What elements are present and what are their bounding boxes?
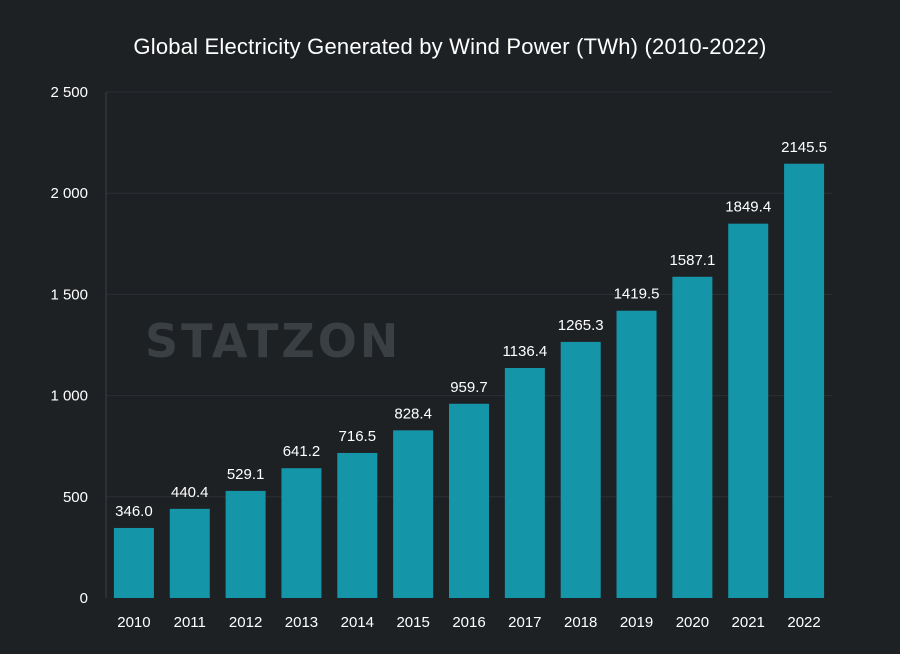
y-tick-label: 1 000: [50, 388, 88, 405]
bar-2015: [393, 430, 434, 598]
bar-2011: [169, 508, 210, 598]
x-tick-label: 2011: [174, 614, 206, 631]
bar-value-label: 1136.4: [502, 343, 547, 360]
statzon-watermark: STATZON: [145, 314, 401, 368]
bar-value-label: 641.2: [283, 443, 321, 460]
x-tick-label: 2012: [229, 614, 262, 631]
bar-value-label: 1419.5: [614, 286, 660, 303]
x-tick-label: 2021: [732, 614, 765, 631]
bar-2010: [113, 527, 154, 598]
bar-value-label: 959.7: [450, 379, 488, 396]
x-tick-label: 2014: [341, 614, 374, 631]
bar-2020: [672, 276, 713, 598]
bar-2012: [225, 490, 266, 598]
bar-2014: [337, 452, 378, 598]
y-tick-label: 2 000: [50, 185, 88, 202]
bar-2021: [728, 223, 769, 598]
x-axis: 2010 2011 2012 2013 2014 2015 2016 2017 2018 2019…: [117, 614, 821, 631]
y-tick-label: 2 500: [50, 84, 88, 101]
bar-2022: [784, 163, 825, 598]
bar-value-label: 529.1: [227, 466, 265, 483]
x-tick-label: 2020: [676, 614, 709, 631]
x-tick-label: 2015: [396, 614, 429, 631]
bar-value-label: 1265.3: [558, 317, 604, 334]
bar-2018: [560, 341, 601, 598]
bar-value-label: 1849.4: [725, 199, 771, 216]
bar-2016: [449, 403, 489, 598]
x-tick-label: 2016: [452, 614, 485, 631]
bar-2017: [504, 367, 545, 598]
bar-value-label: 440.4: [171, 484, 209, 501]
chart-title: Global Electricity Generated by Wind Pow…: [133, 34, 767, 59]
y-axis: 0 500 1 000 1 500 2 000 2 500: [50, 84, 107, 607]
bar-value-label: 1587.1: [669, 252, 715, 269]
y-tick-label: 1 500: [50, 286, 88, 303]
bar-value-label: 346.0: [115, 503, 153, 520]
y-tick-label: 500: [63, 489, 88, 506]
bar-value-label: 716.5: [339, 428, 377, 445]
bar-series: 346.0 440.4 529.1 641.2 716.5 828.4 959.7 1136.…: [113, 139, 827, 598]
bar-2013: [281, 468, 322, 598]
bar-value-label: 828.4: [394, 405, 432, 422]
x-tick-label: 2017: [508, 614, 541, 631]
x-tick-label: 2019: [620, 614, 653, 631]
x-tick-label: 2010: [117, 614, 150, 631]
x-tick-label: 2013: [285, 614, 318, 631]
x-tick-label: 2022: [787, 614, 820, 631]
bar-2019: [616, 310, 657, 598]
y-tick-label: 0: [80, 590, 88, 607]
x-tick-label: 2018: [564, 614, 597, 631]
bar-value-label: 2145.5: [781, 139, 827, 156]
